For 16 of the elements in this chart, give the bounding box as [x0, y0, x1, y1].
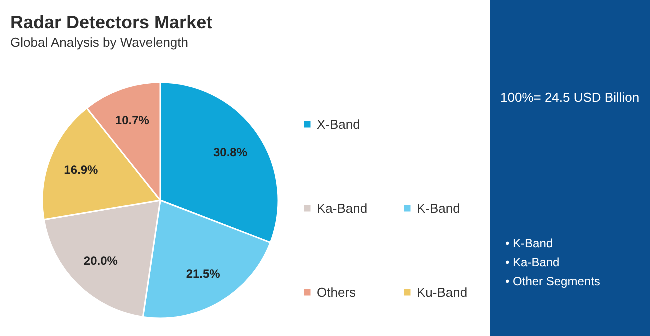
legend-label: X-Band	[317, 116, 360, 132]
data-label: 21.5%	[186, 266, 221, 281]
text: 100%= 24.5 USD Billion	[500, 90, 640, 105]
legend-label: Ku-Band	[417, 284, 468, 300]
data-label: 30.8%	[214, 145, 248, 160]
data-label: 20.0%	[84, 254, 118, 268]
data-label: 16.9%	[64, 163, 99, 178]
legend-label: K-Band	[417, 200, 460, 216]
text: • Other Segments	[506, 274, 600, 288]
chart-title: Radar Detectors Market	[10, 12, 213, 32]
legend-label: Ka-Band	[317, 200, 368, 216]
chart-subtitle: Global Analysis by Wavelength	[10, 35, 189, 50]
text: • K-Band	[506, 236, 554, 250]
data-label: 10.7%	[115, 113, 150, 128]
text: • Ka-Band	[506, 256, 560, 270]
legend-label: Others	[317, 284, 356, 300]
